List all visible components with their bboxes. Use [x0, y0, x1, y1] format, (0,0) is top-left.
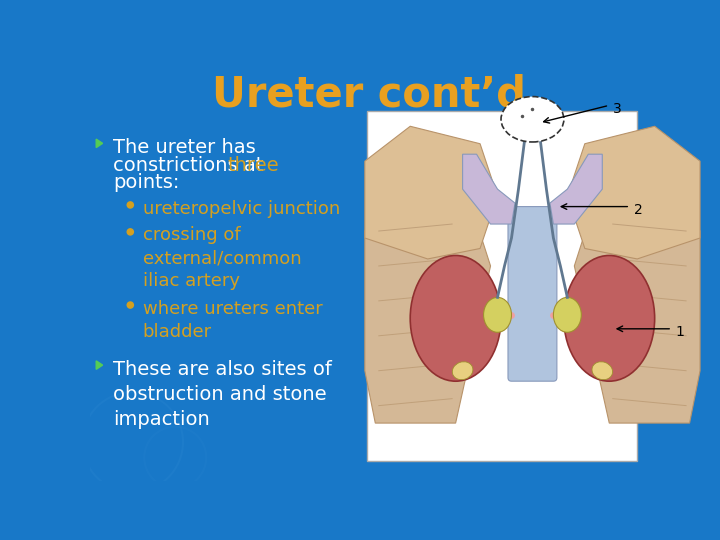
Polygon shape [96, 139, 102, 147]
FancyBboxPatch shape [508, 207, 557, 381]
Polygon shape [365, 161, 490, 423]
Polygon shape [550, 154, 602, 224]
Ellipse shape [554, 298, 581, 332]
Ellipse shape [592, 362, 613, 380]
Polygon shape [462, 154, 515, 224]
Text: Ureter cont’d: Ureter cont’d [212, 73, 526, 115]
Text: The ureter has: The ureter has [113, 138, 256, 157]
Text: crossing of
external/common
iliac artery: crossing of external/common iliac artery [143, 226, 302, 291]
Ellipse shape [564, 255, 654, 381]
Polygon shape [567, 126, 700, 259]
Text: 1: 1 [675, 325, 685, 339]
FancyBboxPatch shape [367, 111, 637, 461]
Ellipse shape [501, 97, 564, 142]
Text: where ureters enter
bladder: where ureters enter bladder [143, 300, 323, 341]
Text: points:: points: [113, 173, 179, 192]
Text: 2: 2 [634, 203, 642, 217]
Polygon shape [575, 161, 700, 423]
Circle shape [127, 229, 133, 235]
Text: 3: 3 [613, 102, 621, 116]
Ellipse shape [410, 255, 501, 381]
Circle shape [127, 302, 133, 308]
Ellipse shape [484, 298, 511, 332]
Text: ureteropelvic junction: ureteropelvic junction [143, 200, 340, 218]
Polygon shape [96, 361, 102, 369]
Text: These are also sites of
obstruction and stone
impaction: These are also sites of obstruction and … [113, 360, 332, 429]
Text: constrictions at: constrictions at [113, 156, 270, 174]
Polygon shape [365, 126, 498, 259]
Circle shape [127, 202, 133, 208]
Ellipse shape [452, 362, 473, 380]
Text: three: three [228, 156, 279, 174]
